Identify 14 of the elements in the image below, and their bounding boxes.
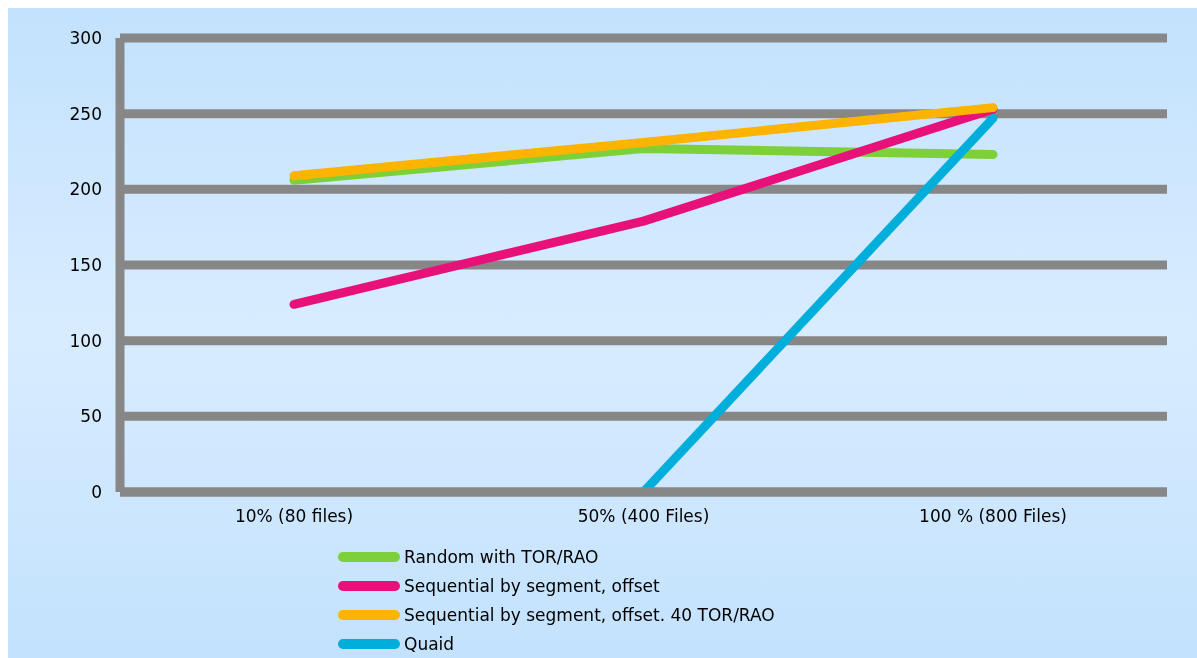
legend-label: Sequential by segment, offset. 40 TOR/RAO <box>404 604 775 625</box>
y-tick-label: 300 <box>69 28 102 49</box>
legend-label: Sequential by segment, offset <box>404 575 660 596</box>
y-tick-label: 100 <box>69 330 102 351</box>
y-tick-label: 200 <box>69 179 102 200</box>
y-tick-label: 250 <box>69 103 102 124</box>
y-tick-label: 50 <box>80 406 102 427</box>
y-tick-label: 150 <box>69 255 102 276</box>
legend-label: Random with TOR/RAO <box>404 546 599 567</box>
x-tick-label: 10% (80 files) <box>234 506 354 527</box>
x-tick-label: 100 % (800 Files) <box>919 506 1067 527</box>
y-tick-label: 0 <box>91 482 102 503</box>
legend-label: Quaid <box>404 633 455 654</box>
x-tick-label: 50% (400 Files) <box>577 506 710 527</box>
